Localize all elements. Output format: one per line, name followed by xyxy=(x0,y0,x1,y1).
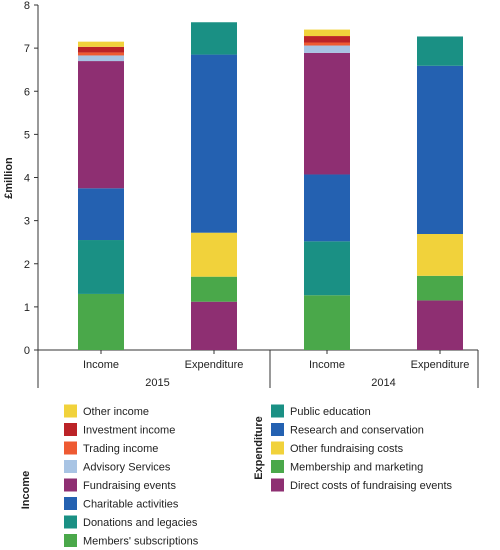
legend-label-charitable-activities: Charitable activities xyxy=(83,499,179,511)
y-tick-label: 2 xyxy=(24,259,30,271)
y-tick-label: 3 xyxy=(24,216,30,228)
x-category-label: Expenditure xyxy=(411,359,470,371)
x-category-label: Expenditure xyxy=(185,359,244,371)
legend-swatch-trading-income xyxy=(64,441,77,455)
bar-segment-2015-expenditure-other-fundraising-costs xyxy=(191,232,237,277)
y-axis-label: £million xyxy=(3,157,15,199)
bar-segment-2015-expenditure-membership-and-marketing xyxy=(191,276,237,302)
legend-swatch-other-fundraising-costs xyxy=(271,441,284,455)
y-tick-label: 5 xyxy=(24,129,30,141)
bar-segment-2015-income-trading-income xyxy=(78,52,124,56)
bar-segment-2015-income-advisory-services xyxy=(78,55,124,62)
x-category-label: Income xyxy=(83,359,119,371)
legend-swatch-donations-and-legacies xyxy=(64,515,77,529)
y-tick-label: 7 xyxy=(24,43,30,55)
bar-segment-2015-income-members-subscriptions xyxy=(78,293,124,350)
bar-segment-2015-expenditure-public-education xyxy=(191,22,237,55)
y-tick-label: 1 xyxy=(24,302,30,314)
legend-swatch-advisory-services xyxy=(64,460,77,473)
legend-group-title-income: Income xyxy=(20,471,32,510)
bar-segment-2015-income-other-income xyxy=(78,41,124,47)
legend-label-donations-and-legacies: Donations and legacies xyxy=(83,517,198,529)
x-group-label: 2014 xyxy=(371,377,395,389)
legend-label-other-fundraising-costs: Other fundraising costs xyxy=(290,443,404,455)
bar-segment-2014-income-advisory-services xyxy=(304,45,350,53)
bar-segment-2014-expenditure-other-fundraising-costs xyxy=(417,233,463,276)
bar-segment-2014-income-charitable-activities xyxy=(304,174,350,242)
y-tick-label: 6 xyxy=(24,86,30,98)
bar-segment-2014-expenditure-membership-and-marketing xyxy=(417,275,463,301)
legend-swatch-direct-costs-of-fundraising-events xyxy=(271,478,284,492)
bar-segment-2015-expenditure-direct-costs-of-fundraising-events xyxy=(191,301,237,350)
legend-label-public-education: Public education xyxy=(290,406,371,418)
legend-label-advisory-services: Advisory Services xyxy=(83,462,171,474)
bar-segment-2015-income-donations-and-legacies xyxy=(78,240,124,294)
bar-segment-2014-expenditure-public-education xyxy=(417,36,463,66)
x-axis-labels: Income Expenditure Income Expenditure 2015 20… xyxy=(83,359,469,389)
bar-segment-2015-income-investment-income xyxy=(78,46,124,53)
bar-segment-2014-income-fundraising-events xyxy=(304,52,350,175)
x-group-label: 2015 xyxy=(145,377,169,389)
bar-segment-2015-expenditure-research-and-conservation xyxy=(191,54,237,233)
bar-segment-2015-income-fundraising-events xyxy=(78,61,124,189)
legend-swatch-public-education xyxy=(271,404,284,418)
bar-segment-2014-income-donations-and-legacies xyxy=(304,241,350,296)
legend-label-members-subscriptions: Members' subscriptions xyxy=(83,536,199,548)
legend-swatch-membership-and-marketing xyxy=(271,460,284,473)
x-category-label: Income xyxy=(309,359,345,371)
bars xyxy=(78,22,463,350)
legend-swatch-research-and-conservation xyxy=(271,423,284,436)
legend-label-direct-costs-of-fundraising-events: Direct costs of fundraising events xyxy=(290,480,453,492)
bar-segment-2014-income-trading-income xyxy=(304,42,350,46)
legend-label-membership-and-marketing: Membership and marketing xyxy=(290,462,423,474)
bar-segment-2014-income-other-income xyxy=(304,29,350,37)
legend-label-research-and-conservation: Research and conservation xyxy=(290,425,424,437)
legend-swatch-fundraising-events xyxy=(64,478,77,492)
y-tick-label: 4 xyxy=(24,173,30,185)
y-tick-label: 8 xyxy=(24,0,30,12)
y-tick-label: 0 xyxy=(24,345,30,357)
bar-segment-2014-expenditure-research-and-conservation xyxy=(417,65,463,234)
bar-segment-2014-income-members-subscriptions xyxy=(304,295,350,350)
bar-segment-2014-income-investment-income xyxy=(304,36,350,43)
legend: Other income Investment income Trading inc… xyxy=(20,404,453,548)
legend-swatch-members-subscriptions xyxy=(64,534,77,547)
legend-swatch-other-income xyxy=(64,404,77,418)
bar-segment-2015-income-charitable-activities xyxy=(78,188,124,241)
legend-group-title-expenditure: Expenditure xyxy=(253,416,265,480)
legend-label-investment-income: Investment income xyxy=(83,425,175,437)
legend-label-trading-income: Trading income xyxy=(83,443,158,455)
legend-label-other-income: Other income xyxy=(83,406,149,418)
legend-swatch-charitable-activities xyxy=(64,497,77,510)
bar-segment-2014-expenditure-direct-costs-of-fundraising-events xyxy=(417,300,463,350)
legend-label-fundraising-events: Fundraising events xyxy=(83,480,176,492)
legend-swatch-investment-income xyxy=(64,423,77,436)
